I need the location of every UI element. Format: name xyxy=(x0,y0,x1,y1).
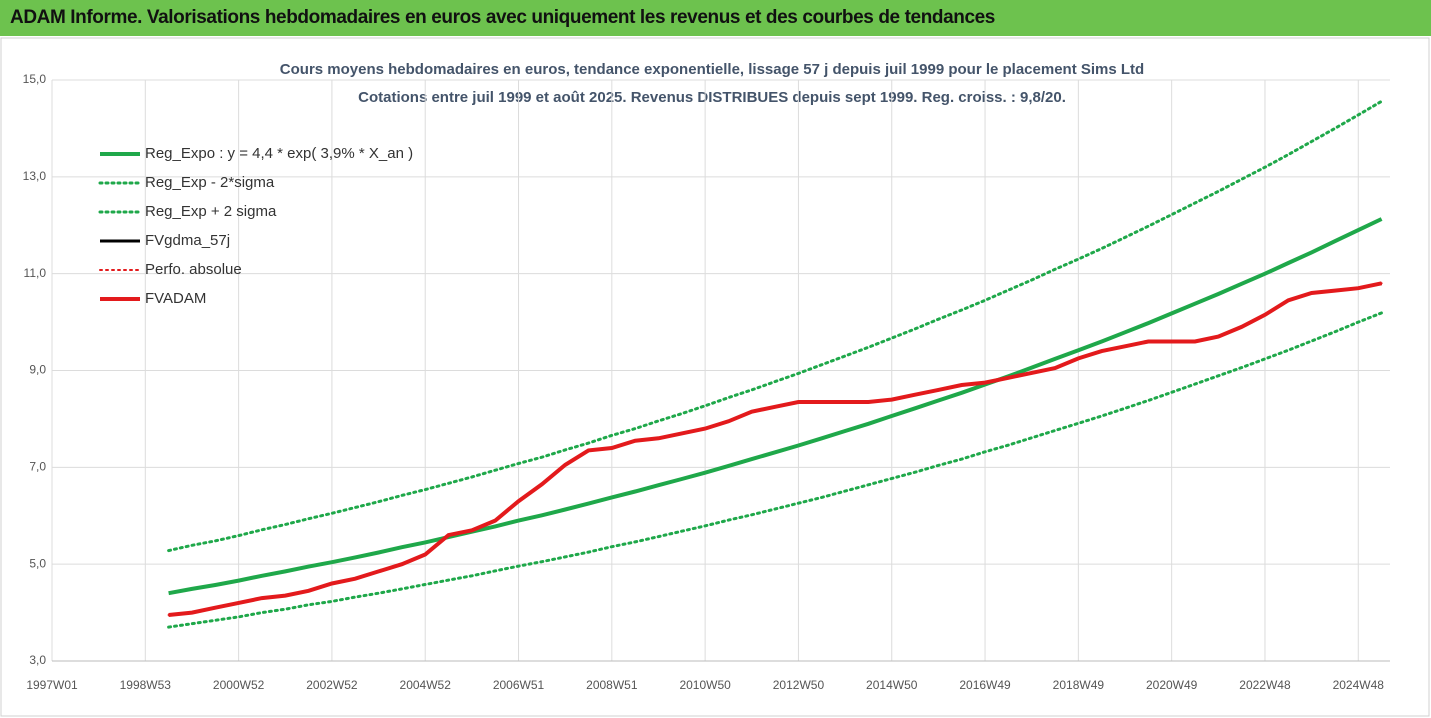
y-tick-label: 3,0 xyxy=(29,653,46,667)
x-tick-label: 2008W51 xyxy=(586,678,638,692)
x-tick-label: 2018W49 xyxy=(1053,678,1105,692)
series-line xyxy=(168,281,1383,617)
legend-label: Reg_Expo : y = 4,4 * exp( 3,9% * X_an ) xyxy=(145,145,413,162)
y-tick-label: 13,0 xyxy=(23,169,47,183)
legend-label: Perfo. absolue xyxy=(145,261,242,278)
x-tick-label: 2014W50 xyxy=(866,678,918,692)
chart-subtitle: Cotations entre juil 1999 et août 2025. … xyxy=(358,89,1066,106)
y-tick-label: 9,0 xyxy=(29,363,46,377)
y-tick-label: 11,0 xyxy=(24,266,47,280)
x-tick-label: 2022W48 xyxy=(1239,678,1291,692)
y-tick-label: 15,0 xyxy=(23,72,47,86)
x-tick-label: 2004W52 xyxy=(400,678,452,692)
x-tick-label: 1998W53 xyxy=(120,678,172,692)
series-line xyxy=(167,99,1384,553)
chart: Cours moyens hebdomadaires en euros, ten… xyxy=(0,37,1430,717)
x-tick-label: 2000W52 xyxy=(213,678,265,692)
header-title: ADAM Informe. Valorisations hebdomadaire… xyxy=(10,7,995,28)
x-tick-label: 2012W50 xyxy=(773,678,825,692)
legend-label: FVgdma_57j xyxy=(145,232,230,249)
x-tick-label: 2006W51 xyxy=(493,678,545,692)
x-tick-label: 2002W52 xyxy=(306,678,358,692)
x-tick-label: 2024W48 xyxy=(1333,678,1385,692)
header: ADAM Informe. Valorisations hebdomadaire… xyxy=(0,0,1431,36)
series-line xyxy=(168,217,1383,596)
legend-label: Reg_Exp - 2*sigma xyxy=(145,174,275,191)
x-tick-label: 1997W01 xyxy=(26,678,78,692)
y-tick-label: 5,0 xyxy=(29,556,46,570)
chart-title: Cours moyens hebdomadaires en euros, ten… xyxy=(280,61,1144,78)
y-tick-label: 7,0 xyxy=(29,460,46,474)
legend-label: Reg_Exp + 2 sigma xyxy=(145,203,277,220)
x-tick-label: 2010W50 xyxy=(679,678,731,692)
series-line xyxy=(167,311,1384,629)
x-tick-label: 2016W49 xyxy=(959,678,1011,692)
legend-label: FVADAM xyxy=(145,290,206,307)
x-tick-label: 2020W49 xyxy=(1146,678,1198,692)
